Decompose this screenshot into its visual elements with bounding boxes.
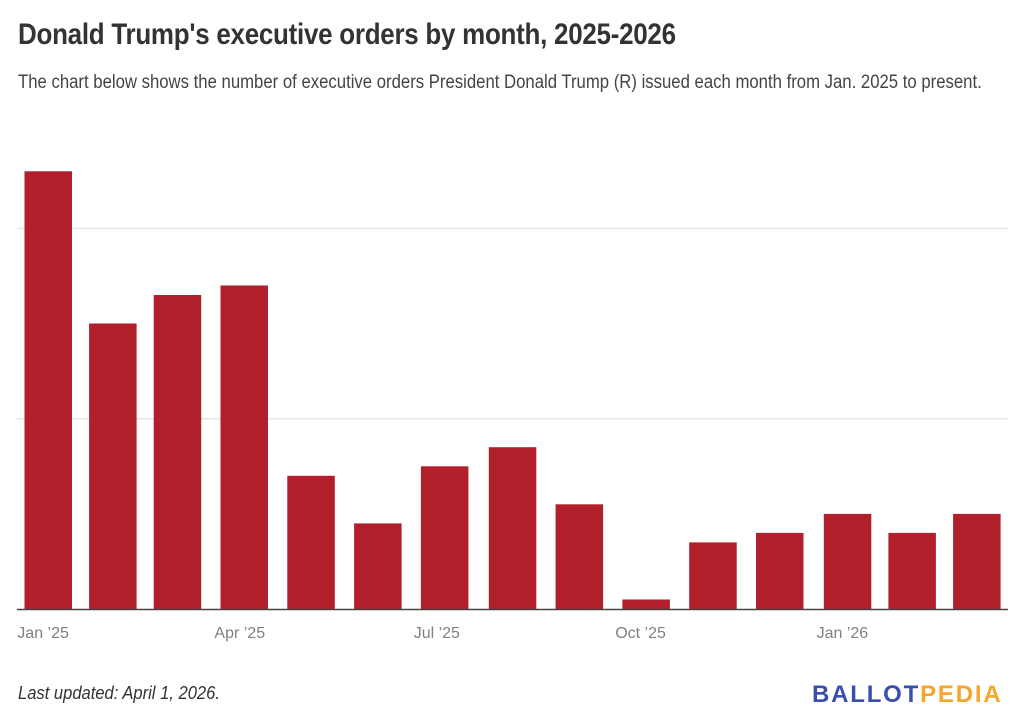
bar-2025-08[interactable] [488,447,537,609]
bar-2025-07[interactable] [420,466,469,609]
bar-2025-04[interactable] [220,285,269,610]
x-tick-label: Jan ’25 [17,625,69,642]
bar-2025-09[interactable] [555,504,604,609]
chart-title: Donald Trump's executive orders by month… [18,18,676,51]
x-tick-label: Jan ’26 [817,625,869,642]
bar-2026-03[interactable] [953,513,1001,610]
logo-text-pedia: PEDIA [920,681,1003,708]
bar-2025-05[interactable] [287,475,335,609]
bar-2025-03[interactable] [153,295,202,609]
bar-2025-12[interactable] [756,532,804,609]
x-axis-tick-labels: Jan ’25 Apr ’25 Jul ’25 Oct ’25 Jan ’26 [17,625,868,642]
bars [24,171,1001,610]
bar-2025-06[interactable] [354,523,402,609]
bar-2026-02[interactable] [888,532,936,609]
bar-2025-10[interactable] [622,599,670,610]
logo-text-ballot: BALLOT [812,681,921,708]
bar-2026-01[interactable] [823,513,872,610]
bar-2025-11[interactable] [689,542,737,609]
x-tick-label: Jul ’25 [414,625,460,642]
chart-subtitle: The chart below shows the number of exec… [18,72,982,93]
x-tick-label: Apr ’25 [214,625,265,642]
ballotpedia-logo[interactable]: BALLOTPEDIA [812,681,1002,709]
last-updated-note: Last updated: April 1, 2026. [18,683,220,703]
bar-2025-01[interactable] [24,171,73,610]
x-tick-label: Oct ’25 [615,625,666,642]
bar-2025-02[interactable] [89,323,137,610]
